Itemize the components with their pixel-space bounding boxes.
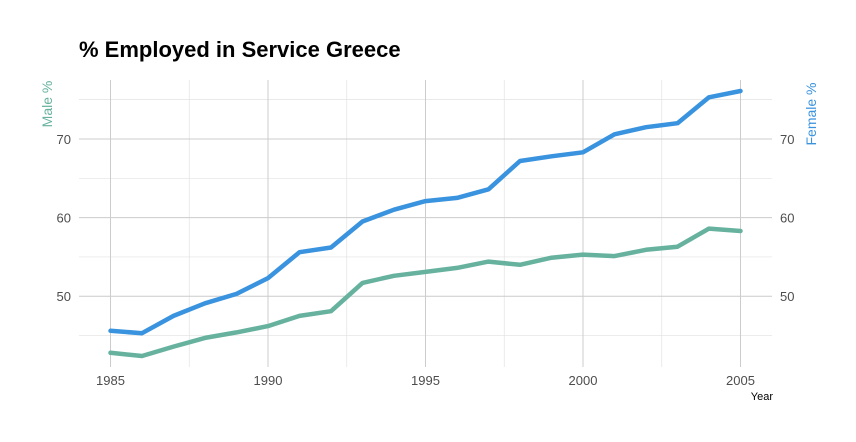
y-tick-label-left: 60: [57, 211, 71, 226]
x-tick-label: 1990: [254, 373, 283, 388]
y-tick-label-right: 60: [780, 211, 794, 226]
x-ticks: 1985 1990 1995 2000 2005: [96, 373, 755, 388]
y-tick-label-left: 70: [57, 132, 71, 147]
series-lines: [108, 88, 743, 359]
y-axis-label-left: Male %: [39, 81, 55, 128]
chart-title: % Employed in Service Greece: [79, 37, 401, 62]
y-tick-label-right: 70: [780, 132, 794, 147]
x-tick-label: 2000: [569, 373, 598, 388]
grid: [79, 80, 772, 367]
x-axis-label: Year: [751, 391, 774, 403]
y-ticks-left: 50 60 70: [57, 132, 71, 304]
x-tick-label: 1985: [96, 373, 125, 388]
series-line-female: [108, 88, 743, 336]
y-axis-label-right: Female %: [803, 82, 819, 145]
y-ticks-right: 50 60 70: [780, 132, 794, 304]
y-tick-label-right: 50: [780, 289, 794, 304]
series-line-male: [108, 226, 743, 359]
x-tick-label: 1995: [411, 373, 440, 388]
x-tick-label: 2005: [726, 373, 755, 388]
y-tick-label-left: 50: [57, 289, 71, 304]
